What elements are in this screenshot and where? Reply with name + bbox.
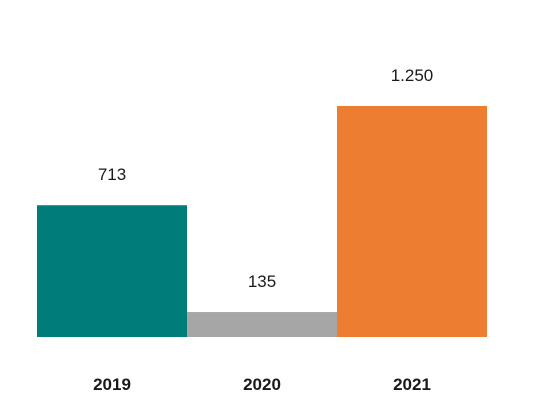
bar-2021 xyxy=(337,106,487,337)
value-labels-group: 713 135 1.250 xyxy=(98,66,433,291)
category-labels-group: 2019 2020 2021 xyxy=(93,375,431,394)
category-label-2021: 2021 xyxy=(393,375,431,394)
value-label-2019: 713 xyxy=(98,165,126,184)
bar-2020 xyxy=(187,312,337,337)
value-label-2020: 135 xyxy=(248,272,276,291)
bar-2019 xyxy=(37,205,187,337)
category-label-2019: 2019 xyxy=(93,375,131,394)
category-label-2020: 2020 xyxy=(243,375,281,394)
bars-group xyxy=(37,106,487,337)
value-label-2021: 1.250 xyxy=(391,66,434,85)
